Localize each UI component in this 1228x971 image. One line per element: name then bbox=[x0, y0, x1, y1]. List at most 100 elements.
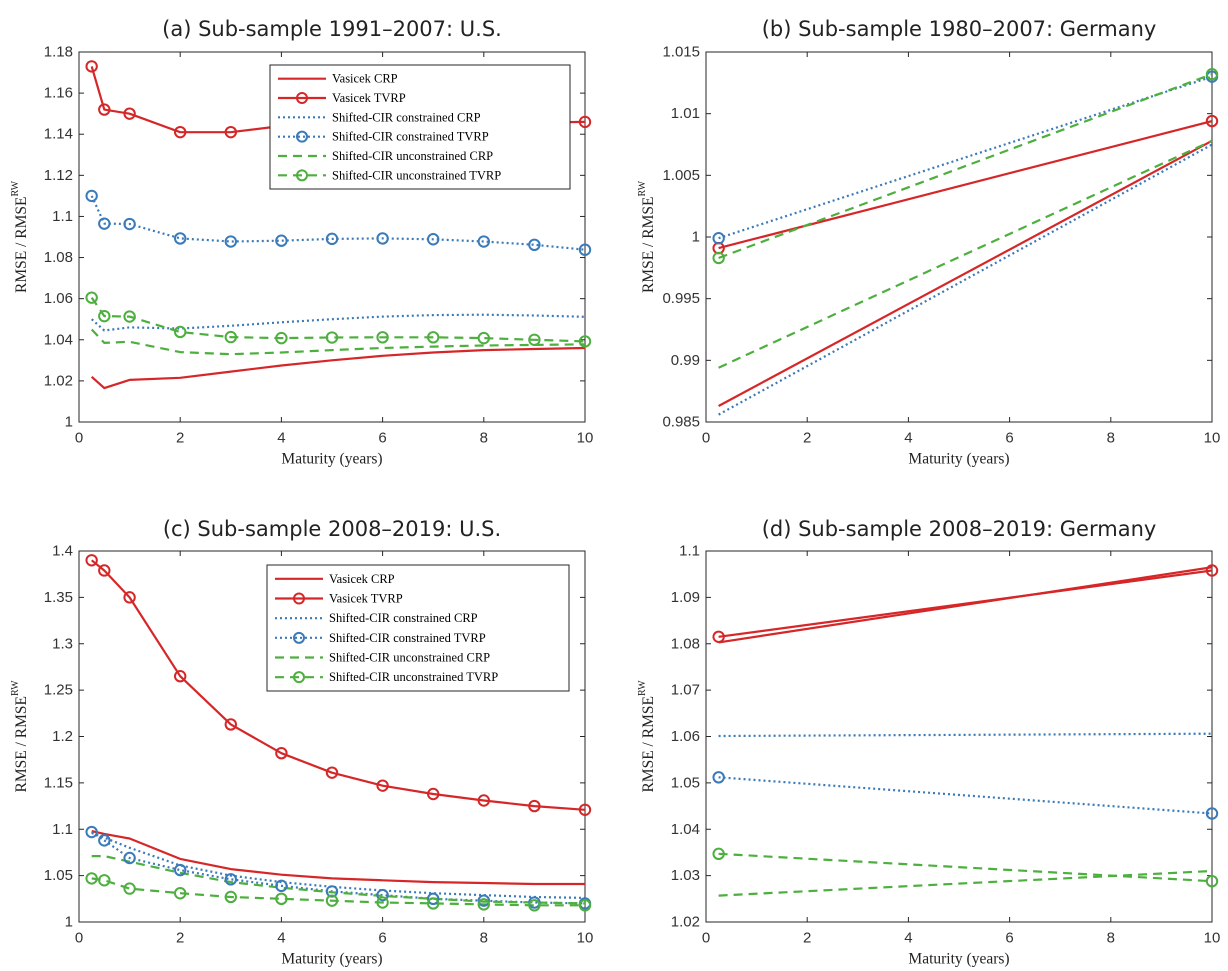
series-line bbox=[90, 328, 585, 356]
y-tick-label: 1.08 bbox=[44, 249, 73, 266]
series-marker bbox=[123, 591, 136, 604]
y-axis-label: RMSE / RMSERW bbox=[637, 680, 657, 793]
y-tick-label: 1.03 bbox=[671, 867, 700, 884]
series-marker bbox=[1205, 68, 1219, 81]
x-tick-label: 4 bbox=[277, 930, 285, 947]
y-tick-label: 1.05 bbox=[44, 867, 73, 884]
y-tick-label: 1.35 bbox=[44, 589, 73, 606]
series-marker bbox=[174, 125, 187, 139]
series-line bbox=[90, 195, 585, 251]
legend-label: Shifted-CIR constrained TVRP bbox=[332, 130, 489, 144]
series-marker bbox=[275, 879, 288, 893]
series-marker bbox=[528, 899, 541, 912]
legend-marker bbox=[293, 671, 305, 684]
chart-title: (d) Sub-sample 2008–2019: Germany bbox=[762, 517, 1157, 541]
series-marker bbox=[98, 217, 111, 230]
x-axis-label: Maturity (years) bbox=[908, 951, 1009, 968]
series-marker bbox=[174, 325, 187, 339]
legend-label: Shifted-CIR unconstrained TVRP bbox=[332, 168, 501, 182]
y-tick-label: 1.3 bbox=[52, 635, 73, 652]
series-marker bbox=[376, 888, 389, 902]
series-marker bbox=[123, 882, 136, 895]
series-line bbox=[718, 566, 1212, 644]
y-tick-label: 1.06 bbox=[44, 290, 73, 307]
chart-panel-3: (d) Sub-sample 2008–2019: Germany 0 2 4 6 8 10… bbox=[637, 517, 1221, 968]
legend: Vasicek CRP Vasicek TVRP Shifted-CIR const… bbox=[266, 564, 570, 692]
x-tick-label: 2 bbox=[176, 430, 184, 447]
series-marker bbox=[85, 554, 98, 567]
y-tick-label: 0.995 bbox=[662, 290, 700, 307]
y-axis-label-main: RMSE / RMSE bbox=[640, 197, 657, 293]
legend-label: Shifted-CIR constrained TVRP bbox=[329, 631, 486, 645]
series-marker bbox=[477, 794, 490, 807]
chart-title: (c) Sub-sample 2008–2019: U.S. bbox=[163, 517, 501, 541]
y-tick-label: 1.1 bbox=[52, 821, 73, 838]
series-line bbox=[718, 852, 1212, 883]
x-tick-label: 10 bbox=[577, 930, 594, 947]
legend-label: Shifted-CIR unconstrained CRP bbox=[329, 651, 490, 665]
series-marker bbox=[325, 885, 339, 898]
y-tick-label: 1.02 bbox=[44, 372, 73, 389]
series-marker bbox=[123, 310, 136, 323]
y-tick-label: 1.05 bbox=[671, 774, 700, 791]
series-line bbox=[90, 346, 585, 390]
legend-marker bbox=[296, 130, 308, 143]
series-marker bbox=[174, 670, 187, 683]
y-tick-label: 1.08 bbox=[671, 635, 700, 652]
series-marker bbox=[224, 718, 238, 731]
series-marker bbox=[712, 847, 725, 861]
x-tick-label: 8 bbox=[1107, 930, 1115, 947]
x-tick-label: 6 bbox=[378, 930, 386, 947]
y-axis-label-superscript: RW bbox=[637, 680, 648, 696]
y-axis-label-main: RMSE / RMSE bbox=[640, 696, 657, 792]
series-marker bbox=[1205, 564, 1219, 577]
series-marker bbox=[224, 890, 238, 904]
series-marker bbox=[325, 766, 339, 779]
series-marker bbox=[477, 898, 490, 911]
series-marker bbox=[85, 872, 98, 885]
series-line bbox=[718, 869, 1212, 897]
series-marker bbox=[174, 863, 187, 877]
x-tick-label: 10 bbox=[577, 430, 594, 447]
plot-frame bbox=[78, 51, 586, 423]
legend-marker bbox=[296, 92, 308, 104]
series-line bbox=[718, 143, 1212, 416]
series-marker bbox=[1205, 807, 1219, 820]
y-axis-label-superscript: RW bbox=[10, 180, 21, 196]
y-tick-label: 1 bbox=[65, 914, 73, 931]
series-line bbox=[718, 569, 1212, 638]
y-tick-label: 1.02 bbox=[671, 914, 700, 931]
series-marker bbox=[85, 291, 98, 304]
series-marker bbox=[376, 331, 389, 344]
series-line bbox=[718, 75, 1212, 240]
y-axis-label-superscript: RW bbox=[10, 680, 21, 696]
legend-label: Vasicek TVRP bbox=[329, 592, 403, 606]
series-marker bbox=[325, 232, 339, 246]
series-line bbox=[718, 776, 1212, 815]
x-tick-label: 0 bbox=[702, 430, 710, 447]
y-tick-label: 0.985 bbox=[662, 414, 700, 431]
series-line bbox=[718, 732, 1212, 738]
series-marker bbox=[427, 331, 440, 344]
x-tick-label: 2 bbox=[803, 430, 811, 447]
series-line bbox=[90, 313, 585, 332]
x-tick-label: 2 bbox=[176, 930, 184, 947]
y-tick-label: 1.4 bbox=[52, 543, 73, 560]
x-tick-label: 0 bbox=[702, 930, 710, 947]
plot-frame bbox=[705, 51, 1213, 423]
series-marker bbox=[98, 564, 111, 577]
series-marker bbox=[477, 894, 490, 907]
series-marker bbox=[376, 896, 389, 909]
legend-box bbox=[269, 64, 571, 190]
series-marker bbox=[578, 335, 592, 348]
series-line bbox=[91, 830, 585, 886]
x-tick-label: 4 bbox=[277, 430, 285, 447]
series-marker bbox=[1205, 874, 1219, 888]
x-tick-label: 6 bbox=[378, 430, 386, 447]
series-group bbox=[718, 73, 1212, 416]
legend-marker bbox=[293, 631, 305, 644]
series-marker bbox=[98, 874, 111, 887]
series-marker bbox=[275, 892, 288, 906]
y-tick-label: 0.99 bbox=[671, 352, 700, 369]
series-marker bbox=[427, 787, 440, 801]
